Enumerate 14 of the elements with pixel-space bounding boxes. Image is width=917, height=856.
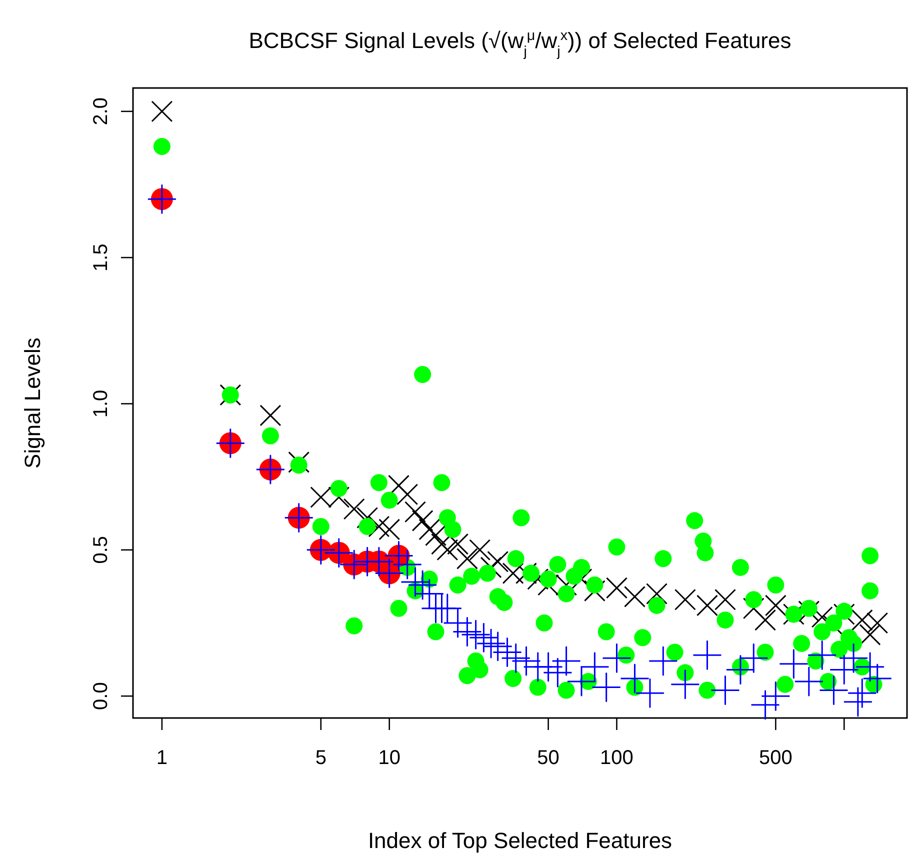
y-tick-label: 0.5	[90, 536, 112, 564]
y-tick-label: 1.5	[90, 244, 112, 272]
y-tick-label: 0.0	[90, 682, 112, 710]
x-tick-label: 1	[156, 747, 168, 769]
y-axis-title: Signal Levels	[20, 338, 45, 468]
x-tick-label: 10	[378, 747, 400, 769]
x-tick-label: 50	[537, 747, 560, 769]
y-tick-label: 2.0	[90, 97, 112, 126]
x-tick-label: 100	[600, 747, 634, 769]
x-tick-label: 500	[758, 747, 792, 769]
chart-title: BCBCSF Signal Levels (√(w$_{j}$$^{μ}$/w$_{j}$$^{x}$)) of Selected Features	[248, 28, 792, 60]
x-tick-label: 5	[315, 747, 326, 769]
x-axis-title: Index of Top Selected Features	[368, 828, 672, 853]
y-tick-label: 1.0	[90, 390, 112, 418]
